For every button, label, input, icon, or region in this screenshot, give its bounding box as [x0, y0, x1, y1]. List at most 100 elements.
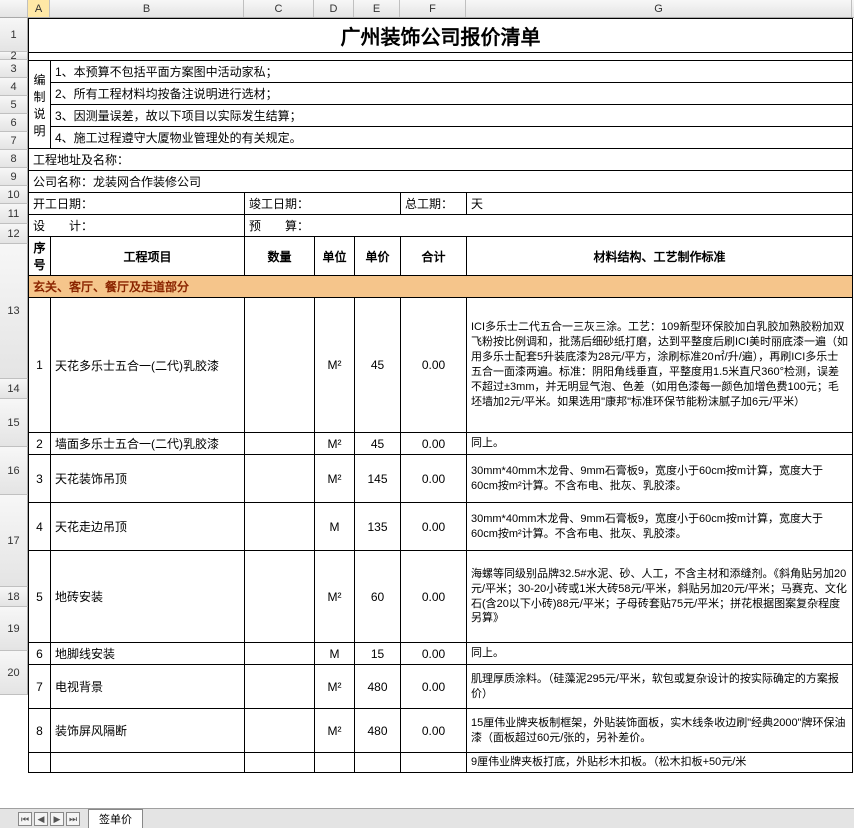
cell-name[interactable]: 地砖安装: [51, 551, 245, 643]
hdr-total: 合计: [401, 237, 467, 276]
row-20[interactable]: 20: [0, 651, 28, 695]
cell-unit[interactable]: M²: [315, 433, 355, 455]
row-5[interactable]: 5: [0, 96, 28, 114]
cell-price[interactable]: 45: [355, 433, 401, 455]
row-3[interactable]: 3: [0, 60, 28, 78]
cell-price[interactable]: 145: [355, 455, 401, 503]
cell-name[interactable]: 墙面多乐士五合一(二代)乳胶漆: [51, 433, 245, 455]
cell-total[interactable]: 0.00: [401, 643, 467, 665]
cell-name[interactable]: 天花多乐士五合一(二代)乳胶漆: [51, 298, 245, 433]
cell-unit[interactable]: M: [315, 503, 355, 551]
row-12[interactable]: 12: [0, 224, 28, 244]
cell-seq[interactable]: 7: [29, 665, 51, 709]
col-F[interactable]: F: [400, 0, 466, 17]
cell-seq[interactable]: 5: [29, 551, 51, 643]
row-18[interactable]: 18: [0, 587, 28, 607]
cell-price[interactable]: 135: [355, 503, 401, 551]
cell-spec[interactable]: 9厘伟业牌夹板打底，外贴杉木扣板。（松木扣板+50元/米: [467, 753, 853, 773]
row-17[interactable]: 17: [0, 495, 28, 587]
cell-spec[interactable]: 30mm*40mm木龙骨、9mm石膏板9，宽度小于60cm按m计算，宽度大于60…: [467, 455, 853, 503]
col-G[interactable]: G: [466, 0, 852, 17]
cell-total[interactable]: 0.00: [401, 433, 467, 455]
cell-total[interactable]: 0.00: [401, 455, 467, 503]
row-8[interactable]: 8: [0, 150, 28, 168]
cell-spec[interactable]: 海螺等同级别品牌32.5#水泥、砂、人工，不含主材和添缝剂。《斜角贴另加20元/…: [467, 551, 853, 643]
cell-total[interactable]: 0.00: [401, 665, 467, 709]
tab-first-button[interactable]: ⏮: [18, 812, 32, 826]
cell-total[interactable]: 0.00: [401, 551, 467, 643]
col-B[interactable]: B: [50, 0, 244, 17]
cell-qty[interactable]: [245, 665, 315, 709]
cell-seq[interactable]: 2: [29, 433, 51, 455]
select-all-corner[interactable]: [0, 0, 28, 17]
cell-total[interactable]: 0.00: [401, 503, 467, 551]
cell-unit[interactable]: M²: [315, 298, 355, 433]
total-label: 总工期：: [401, 193, 467, 215]
tab-last-button[interactable]: ⏭: [66, 812, 80, 826]
cell-qty[interactable]: [245, 433, 315, 455]
cell-price[interactable]: 60: [355, 551, 401, 643]
cell-qty[interactable]: [245, 709, 315, 753]
cell-unit[interactable]: [315, 753, 355, 773]
cell-unit[interactable]: M²: [315, 709, 355, 753]
tab-next-button[interactable]: ▶: [50, 812, 64, 826]
row-16[interactable]: 16: [0, 447, 28, 495]
cell-seq[interactable]: 3: [29, 455, 51, 503]
cell-name[interactable]: [51, 753, 245, 773]
cell-qty[interactable]: [245, 551, 315, 643]
cell-spec[interactable]: ICI多乐士二代五合一三灰三涂。工艺：109新型环保胶加白乳胶加熟胶粉加双飞粉按…: [467, 298, 853, 433]
cell-qty[interactable]: [245, 753, 315, 773]
cell-price[interactable]: [355, 753, 401, 773]
cell-name[interactable]: 装饰屏风隔断: [51, 709, 245, 753]
cell-seq[interactable]: 6: [29, 643, 51, 665]
cell-name[interactable]: 天花走边吊顶: [51, 503, 245, 551]
col-E[interactable]: E: [354, 0, 400, 17]
col-D[interactable]: D: [314, 0, 354, 17]
row-7[interactable]: 7: [0, 132, 28, 150]
row-2[interactable]: 2: [0, 52, 28, 60]
cell-unit[interactable]: M²: [315, 665, 355, 709]
cell-qty[interactable]: [245, 503, 315, 551]
row-10[interactable]: 10: [0, 186, 28, 204]
cell-price[interactable]: 15: [355, 643, 401, 665]
row-15[interactable]: 15: [0, 399, 28, 447]
row-19[interactable]: 19: [0, 607, 28, 651]
cell-price[interactable]: 45: [355, 298, 401, 433]
row-14[interactable]: 14: [0, 379, 28, 399]
row-11[interactable]: 11: [0, 204, 28, 224]
cell-name[interactable]: 电视背景: [51, 665, 245, 709]
cell-unit[interactable]: M²: [315, 551, 355, 643]
col-C[interactable]: C: [244, 0, 314, 17]
row-1[interactable]: 1: [0, 18, 28, 52]
cell-total[interactable]: [401, 753, 467, 773]
spreadsheet-sheet: A B C D E F G 12345678910111213141516171…: [0, 0, 854, 828]
cell-spec[interactable]: 肌理厚质涂料。（硅藻泥295元/平米，软包或复杂设计的按实际确定的方案报价）: [467, 665, 853, 709]
cell-seq[interactable]: 8: [29, 709, 51, 753]
cell-qty[interactable]: [245, 298, 315, 433]
cell-spec[interactable]: 15厘伟业牌夹板制框架，外贴装饰面板，实木线条收边刷"经典2000"牌环保油漆（…: [467, 709, 853, 753]
cell-unit[interactable]: M: [315, 643, 355, 665]
cell-price[interactable]: 480: [355, 665, 401, 709]
cell-name[interactable]: 天花装饰吊顶: [51, 455, 245, 503]
cell-total[interactable]: 0.00: [401, 709, 467, 753]
cell-qty[interactable]: [245, 643, 315, 665]
row-13[interactable]: 13: [0, 244, 28, 379]
sheet-tab[interactable]: 签单价: [88, 809, 143, 828]
cell-spec[interactable]: 同上。: [467, 433, 853, 455]
cell-seq[interactable]: 1: [29, 298, 51, 433]
cell-seq[interactable]: 4: [29, 503, 51, 551]
cell-price[interactable]: 480: [355, 709, 401, 753]
cell-total[interactable]: 0.00: [401, 298, 467, 433]
addr: 工程地址及名称：: [29, 149, 853, 171]
cell-unit[interactable]: M²: [315, 455, 355, 503]
col-A[interactable]: A: [28, 0, 50, 17]
cell-spec[interactable]: 30mm*40mm木龙骨、9mm石膏板9，宽度小于60cm按m计算，宽度大于60…: [467, 503, 853, 551]
row-6[interactable]: 6: [0, 114, 28, 132]
cell-name[interactable]: 地脚线安装: [51, 643, 245, 665]
row-4[interactable]: 4: [0, 78, 28, 96]
row-9[interactable]: 9: [0, 168, 28, 186]
tab-prev-button[interactable]: ◀: [34, 812, 48, 826]
cell-qty[interactable]: [245, 455, 315, 503]
cell-spec[interactable]: 同上。: [467, 643, 853, 665]
cell-seq[interactable]: [29, 753, 51, 773]
